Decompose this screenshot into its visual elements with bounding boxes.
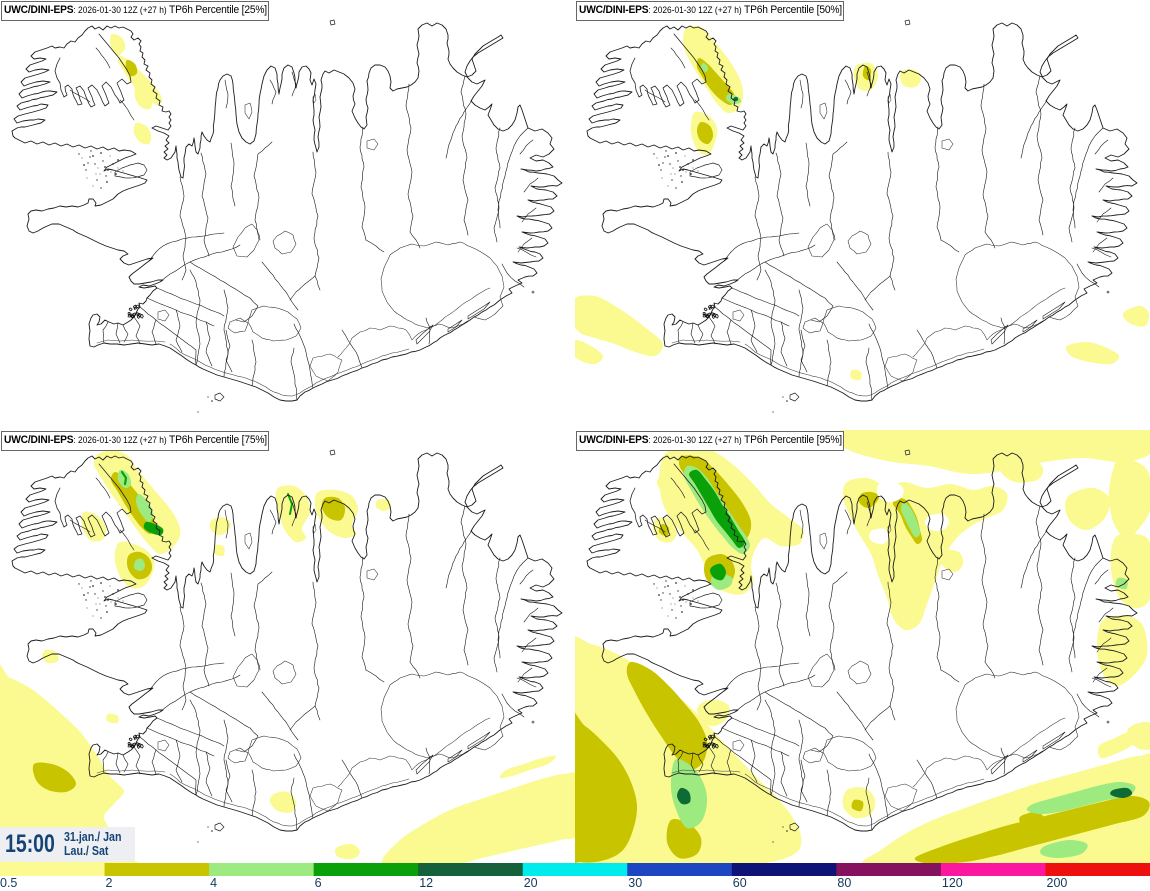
svg-text:12: 12	[419, 876, 433, 890]
svg-text:4: 4	[210, 876, 217, 890]
svg-text:30: 30	[628, 876, 642, 890]
svg-text:0.5: 0.5	[0, 876, 17, 890]
svg-text:6: 6	[315, 876, 322, 890]
svg-text:120: 120	[942, 876, 963, 890]
svg-text:200: 200	[1047, 876, 1068, 890]
svg-text:20: 20	[524, 876, 538, 890]
svg-text:60: 60	[733, 876, 747, 890]
svg-text:2: 2	[106, 876, 113, 890]
svg-text:80: 80	[837, 876, 851, 890]
